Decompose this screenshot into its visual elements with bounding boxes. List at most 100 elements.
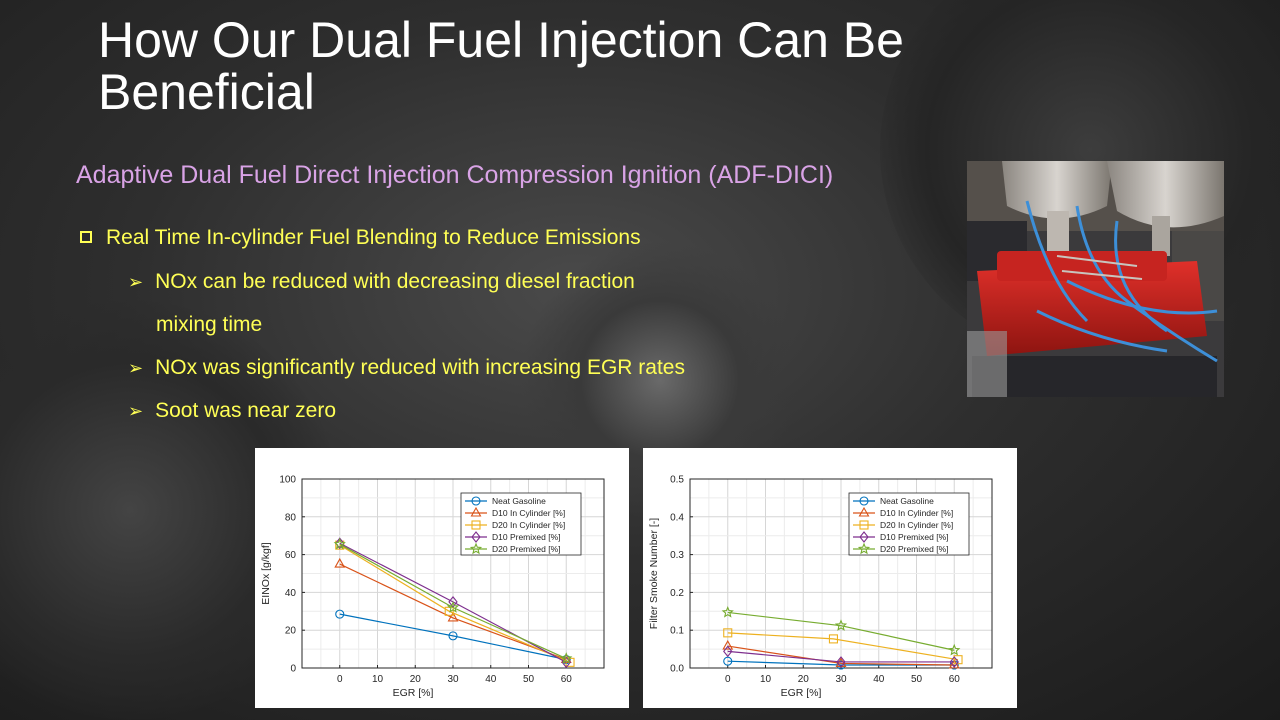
y-tick-label: 0: [290, 664, 296, 675]
x-tick-label: 0: [337, 674, 343, 685]
legend-label: D20 In Cylinder [%]: [492, 520, 565, 530]
y-tick-label: 60: [285, 550, 297, 561]
data-point: [560, 652, 573, 664]
x-tick-label: 50: [911, 674, 923, 685]
legend-label: Neat Gasoline: [492, 496, 546, 506]
y-axis-label: Filter Smoke Number [-]: [648, 518, 660, 630]
engine-photo: [967, 161, 1224, 397]
bullet-sub-2-text: NOx was significantly reduced with incre…: [155, 356, 685, 379]
legend-marker: [858, 506, 870, 517]
data-point: [953, 655, 963, 665]
data-point: [723, 645, 733, 658]
legend-label: D20 Premixed [%]: [492, 544, 561, 554]
legend-marker: [859, 520, 869, 530]
x-tick-label: 20: [798, 674, 810, 685]
data-point: [333, 537, 346, 550]
legend-label: D10 In Cylinder [%]: [880, 508, 953, 518]
bullet-sub-1: ➢ NOx can be reduced with decreasing dies…: [128, 270, 635, 294]
slide-subtitle: Adaptive Dual Fuel Direct Injection Comp…: [76, 161, 834, 189]
legend: Neat Gasoline D10 In Cylinder [%] D20 In C…: [460, 492, 582, 556]
bullet-main-text: Real Time In-cylinder Fuel Blending to R…: [106, 226, 641, 249]
data-point: [836, 656, 846, 668]
arrowhead-icon: ➢: [128, 358, 144, 378]
x-tick-label: 30: [447, 674, 459, 685]
arrowhead-icon: ➢: [128, 272, 144, 292]
bullet-main: Real Time In-cylinder Fuel Blending to R…: [80, 226, 641, 250]
y-tick-label: 0.2: [670, 588, 684, 599]
y-tick-label: 100: [279, 475, 296, 486]
x-tick-label: 10: [372, 674, 384, 685]
legend-box: [460, 492, 582, 556]
legend-label: D20 In Cylinder [%]: [880, 520, 953, 530]
legend-box: [848, 492, 970, 556]
series-line: [727, 650, 955, 663]
y-tick-label: 0.1: [670, 626, 684, 637]
smoke-chart-svg: 0 10 20 30 40 50 60 0.0 0.1 0.2 0.3 0.4 0.5 EGR [%] Fi…: [648, 475, 993, 699]
legend: Neat Gasoline D10 In Cylinder [%] D20 In C…: [848, 492, 970, 556]
nox-chart: 0 10 20 30 40 50 60 0 20 40 60 80 100 EGR [%] EINOx [g…: [255, 448, 629, 708]
series-d10-premixed-: [723, 645, 959, 668]
x-tick-label: 30: [835, 674, 847, 685]
slide-title: How Our Dual Fuel Injection Can Be Benef…: [98, 12, 904, 120]
x-tick-label: 40: [873, 674, 885, 685]
x-tick-label: 20: [410, 674, 422, 685]
series-d20-in-cylinder-: [723, 628, 963, 665]
arrowhead-icon: ➢: [128, 401, 144, 421]
x-tick-label: 60: [561, 674, 573, 685]
series-line: [727, 645, 955, 666]
x-axis-label: EGR [%]: [781, 687, 822, 699]
bullet-sub-3: ➢ Soot was near zero: [128, 399, 336, 423]
engine-photo-drawing: [967, 161, 1224, 397]
series-line: [339, 543, 567, 660]
y-tick-label: 0.5: [670, 475, 684, 486]
nox-chart-svg: 0 10 20 30 40 50 60 0 20 40 60 80 100 EGR [%] EINOx [g…: [260, 475, 605, 699]
y-tick-label: 20: [285, 626, 297, 637]
legend-marker: [859, 531, 869, 543]
legend-marker: [471, 520, 481, 530]
legend-label: D10 In Cylinder [%]: [492, 508, 565, 518]
legend-marker: [469, 542, 483, 555]
series-line: [727, 632, 959, 661]
legend-label: D10 Premixed [%]: [492, 532, 561, 542]
data-point: [834, 619, 848, 631]
series-line: [727, 611, 955, 651]
legend-marker: [859, 496, 869, 506]
series-line: [339, 544, 571, 663]
data-point: [722, 639, 734, 650]
x-tick-label: 60: [949, 674, 961, 685]
bullet-sub-1-continuation: mixing time: [156, 313, 263, 336]
data-point: [447, 611, 459, 622]
data-point: [334, 557, 346, 568]
series-d20-premixed-: [721, 605, 961, 656]
x-tick-label: 10: [760, 674, 772, 685]
legend-label: D20 Premixed [%]: [880, 544, 949, 554]
series-line: [339, 613, 567, 661]
smoke-chart: 0 10 20 30 40 50 60 0.0 0.1 0.2 0.3 0.4 0.5 EGR [%] Fi…: [643, 448, 1017, 708]
hollow-square-icon: [80, 231, 92, 243]
data-point: [949, 656, 959, 668]
data-point: [448, 631, 458, 641]
series-d20-premixed-: [333, 537, 573, 664]
y-tick-label: 0.0: [670, 664, 684, 675]
legend-marker: [471, 531, 481, 543]
data-point: [723, 628, 733, 638]
data-point: [335, 537, 345, 550]
x-tick-label: 50: [523, 674, 535, 685]
bullet-sub-1-text: NOx can be reduced with decreasing diese…: [155, 270, 635, 293]
legend-marker: [857, 542, 871, 555]
data-point: [335, 609, 345, 619]
x-tick-label: 40: [485, 674, 497, 685]
legend-label: Neat Gasoline: [880, 496, 934, 506]
bullet-sub-2: ➢ NOx was significantly reduced with incr…: [128, 356, 685, 380]
x-tick-label: 0: [725, 674, 731, 685]
y-tick-label: 80: [285, 512, 297, 523]
data-point: [948, 643, 961, 656]
bullet-sub-3-text: Soot was near zero: [155, 399, 337, 422]
data-point: [721, 605, 734, 618]
y-tick-label: 0.4: [670, 512, 684, 523]
data-point: [828, 634, 838, 644]
y-tick-label: 40: [285, 588, 297, 599]
y-axis-label: EINOx [g/kgf]: [260, 542, 272, 605]
legend-label: D10 Premixed [%]: [880, 532, 949, 542]
